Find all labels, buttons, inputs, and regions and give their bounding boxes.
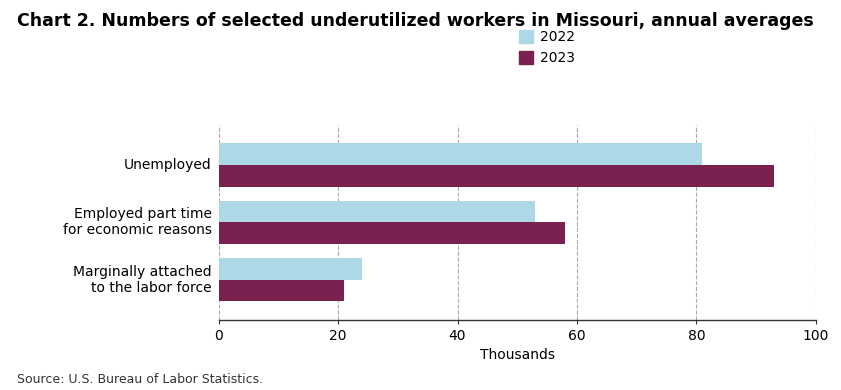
- Text: Chart 2. Numbers of selected underutilized workers in Missouri, annual averages: Chart 2. Numbers of selected underutiliz…: [17, 12, 813, 30]
- X-axis label: Thousands: Thousands: [479, 348, 555, 362]
- Bar: [219, 200, 535, 222]
- Bar: [219, 143, 702, 165]
- Bar: [219, 280, 344, 301]
- Bar: [219, 165, 774, 187]
- Text: Source: U.S. Bureau of Labor Statistics.: Source: U.S. Bureau of Labor Statistics.: [17, 373, 263, 386]
- Legend: 2022, 2023: 2022, 2023: [519, 30, 575, 65]
- Bar: [219, 258, 362, 280]
- Bar: [219, 222, 565, 244]
